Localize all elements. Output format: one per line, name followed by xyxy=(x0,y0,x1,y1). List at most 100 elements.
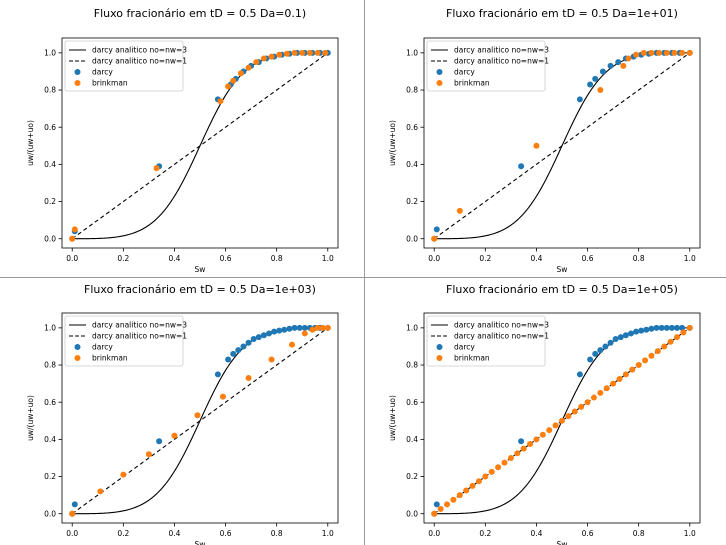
darcy-point xyxy=(602,343,609,350)
brinkman-point xyxy=(268,53,275,60)
brinkman-point xyxy=(322,49,329,56)
brinkman-point xyxy=(578,403,585,410)
darcy-point xyxy=(587,81,594,88)
y-tick-label: 0.2 xyxy=(406,472,418,481)
x-tick-label: 0.4 xyxy=(168,529,180,538)
y-axis-label: uw/(uw+uo) xyxy=(388,395,397,441)
brinkman-point xyxy=(245,375,252,382)
darcy-point xyxy=(674,324,680,331)
x-tick-label: 0.4 xyxy=(530,254,542,263)
brinkman-point xyxy=(97,488,104,495)
axes-frame xyxy=(423,37,701,249)
darcy-point xyxy=(599,68,606,75)
darcy-point xyxy=(266,330,272,337)
brinkman-point xyxy=(319,324,326,331)
legend-entry-label: darcy xyxy=(454,343,475,352)
brinkman-point xyxy=(482,473,489,480)
darcy-point xyxy=(71,501,78,508)
brinkman-point xyxy=(686,49,693,56)
legend-entry-label: brinkman xyxy=(92,79,128,88)
brinkman-point xyxy=(495,464,502,471)
brinkman-point xyxy=(629,366,636,373)
x-tick-label: 0.6 xyxy=(220,529,232,538)
darcy-point xyxy=(628,330,634,337)
brinkman-point xyxy=(450,496,457,503)
chart-title: Fluxo fracionário em tD = 0.5 Da=1e+01) xyxy=(446,7,678,20)
darcy-point xyxy=(607,339,614,346)
x-tick-label: 1.0 xyxy=(322,254,334,263)
brinkman-point xyxy=(260,55,267,62)
chart-title: Fluxo fracionário em tD = 0.5 Da=1e+05) xyxy=(446,283,678,296)
legend-entry-label: darcy analitico no=nw=3 xyxy=(92,321,187,330)
brinkman-point xyxy=(640,49,647,56)
brinkman-point xyxy=(475,478,482,485)
brinkman-point xyxy=(654,348,661,355)
darcy-point xyxy=(612,336,619,343)
y-tick-label: 0.4 xyxy=(44,160,56,169)
darcy-point xyxy=(230,350,237,357)
darcy-point xyxy=(240,343,247,350)
brinkman-point xyxy=(546,427,553,434)
brinkman-point xyxy=(597,87,604,94)
y-tick-label: 0.6 xyxy=(406,398,418,407)
brinkman-point xyxy=(671,49,678,56)
subplot-1: Fluxo fracionário em tD = 0.5 Da=0.1) 0.0… xyxy=(26,7,339,274)
legend-marker-swatch xyxy=(436,80,443,86)
plot-area xyxy=(69,324,331,517)
brinkman-point xyxy=(620,62,627,69)
brinkman-point xyxy=(456,492,463,499)
y-tick-label: 1.0 xyxy=(44,323,56,332)
darcy-point xyxy=(587,356,594,363)
brinkman-point xyxy=(314,324,321,331)
legend: darcy analitico no=nw=3 darcy analitico n… xyxy=(64,315,187,367)
brinkman-point xyxy=(679,49,686,56)
brinkman-point xyxy=(603,385,610,392)
brinkman-point xyxy=(597,389,604,396)
brinkman-point xyxy=(616,375,623,382)
brinkman-point xyxy=(324,324,331,331)
brinkman-point xyxy=(514,450,521,457)
legend: darcy analitico no=nw=3 darcy analitico n… xyxy=(64,40,187,92)
legend-entry-label: brinkman xyxy=(454,79,490,88)
brinkman-point xyxy=(171,432,178,439)
brinkman-point xyxy=(625,55,632,62)
brinkman-point xyxy=(225,83,232,90)
brinkman-point xyxy=(642,357,649,364)
x-tick-label: 1.0 xyxy=(684,254,696,263)
y-tick-label: 1.0 xyxy=(406,48,418,57)
legend-entry-label: brinkman xyxy=(92,354,128,363)
darcy-point xyxy=(271,328,278,335)
darcy-point xyxy=(597,347,604,354)
x-tick-label: 0.6 xyxy=(582,529,594,538)
brinkman-point xyxy=(571,408,578,415)
brinkman-point xyxy=(552,422,559,429)
legend-marker-swatch xyxy=(436,355,443,361)
darcy-point xyxy=(658,324,665,331)
darcy-point xyxy=(607,62,614,69)
brinkman-point xyxy=(622,371,629,378)
brinkman-point xyxy=(661,343,668,350)
y-tick-label: 0.8 xyxy=(406,361,418,370)
x-tick-label: 0.0 xyxy=(66,254,78,263)
y-tick-label: 0.6 xyxy=(406,123,418,132)
brinkman-point xyxy=(276,51,283,58)
darcy-point xyxy=(214,371,221,378)
brinkman-point xyxy=(674,334,680,341)
legend-entry-label: darcy analitico no=nw=3 xyxy=(92,46,187,55)
brinkman-point xyxy=(507,454,514,461)
plot-area xyxy=(69,49,331,242)
brinkman-point xyxy=(635,362,642,369)
brinkman-point xyxy=(291,49,298,56)
x-axis-label: Sw xyxy=(557,265,568,274)
y-tick-label: 0.2 xyxy=(406,197,418,206)
darcy-point xyxy=(301,324,308,331)
plot-area xyxy=(431,324,693,517)
legend-entry-label: darcy analitico no=nw=3 xyxy=(454,46,549,55)
darcy-point xyxy=(663,324,670,331)
x-axis-label: Sw xyxy=(557,540,568,545)
x-tick-label: 0.2 xyxy=(479,529,491,538)
y-tick-label: 0.0 xyxy=(44,509,56,518)
brinkman-point xyxy=(301,330,308,337)
y-tick-label: 0.4 xyxy=(406,435,418,444)
